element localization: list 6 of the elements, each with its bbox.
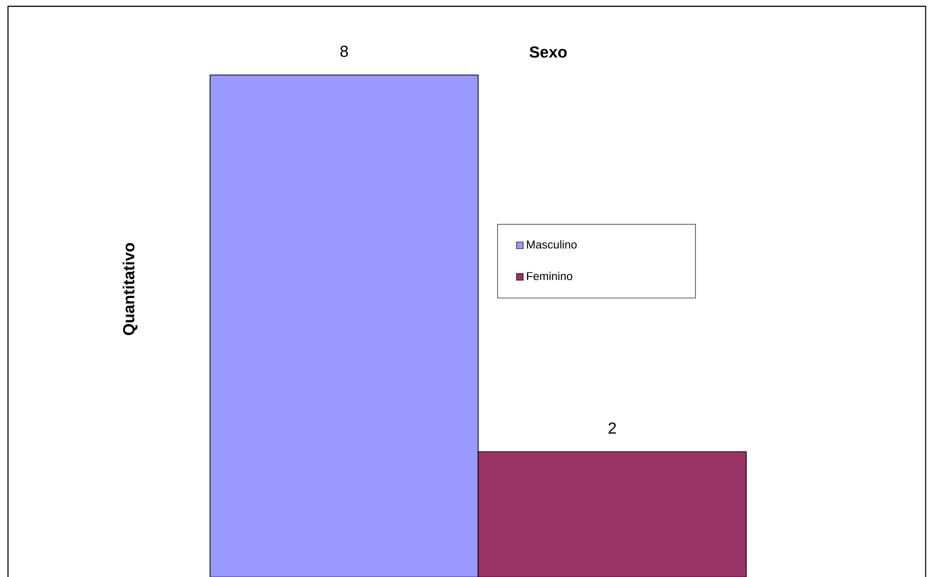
y-axis-title: Quantitativo (122, 242, 138, 336)
legend-label: Feminino (527, 272, 572, 280)
data-label: 8 (340, 46, 348, 57)
chart-title: Sexo (530, 46, 567, 58)
legend-label: Masculino (527, 240, 577, 248)
data-label: 2 (608, 422, 616, 434)
